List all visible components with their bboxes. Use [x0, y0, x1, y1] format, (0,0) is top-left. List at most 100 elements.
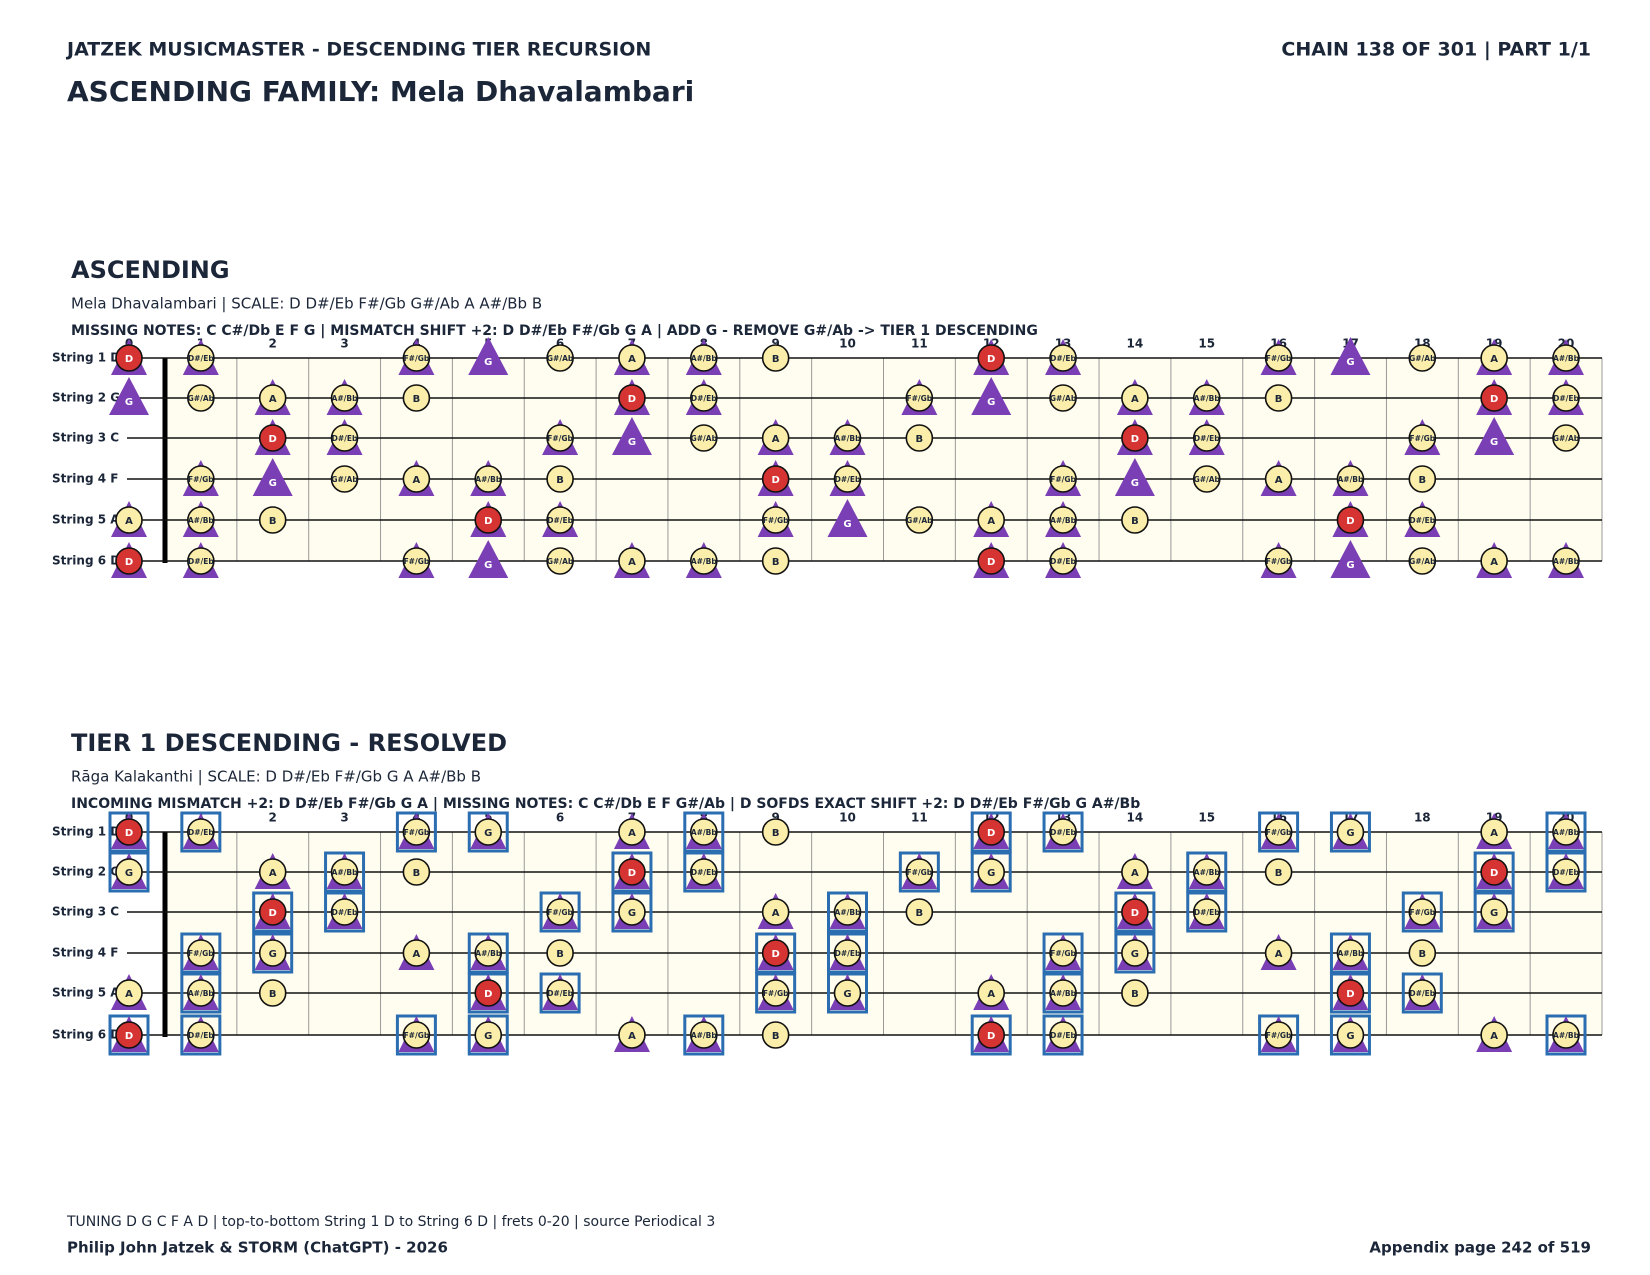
string-label: String 6 D: [52, 554, 120, 568]
note-dot: [258, 939, 287, 967]
note-dot: [1408, 547, 1437, 575]
note-label: D: [628, 868, 636, 879]
string-label: String 2 G: [52, 865, 120, 879]
string-label: String 2 G: [52, 391, 120, 405]
note-dot: [1408, 898, 1437, 926]
note-label: G: [628, 908, 636, 919]
note-label: A#/Bb: [835, 908, 862, 917]
note-label: G: [1490, 908, 1498, 919]
note-label: A: [269, 868, 277, 879]
target-triangle: [971, 377, 1012, 415]
note-label: A: [1490, 354, 1498, 365]
note-label: G: [1346, 357, 1354, 368]
note-dot: [689, 424, 718, 452]
note-dot: [977, 506, 1006, 534]
note-dot: [1192, 898, 1221, 926]
note-dot: [905, 858, 934, 886]
note-label: D: [628, 394, 636, 405]
note-dot: [1049, 506, 1077, 534]
page-title: ASCENDING FAMILY: Mela Dhavalambari: [67, 75, 694, 108]
fret-label: 11: [911, 337, 928, 351]
note-dot: [1552, 547, 1580, 575]
note-label: B: [1418, 949, 1426, 960]
note-label: A#/Bb: [1337, 949, 1364, 958]
note-label: A#/Bb: [475, 949, 502, 958]
note-dot: [977, 979, 1006, 1007]
note-label: B: [556, 475, 564, 486]
note-label: G: [1490, 437, 1498, 448]
string-label: String 1 D: [52, 825, 120, 839]
note-dot: [833, 424, 862, 452]
note-label: A: [987, 989, 995, 1000]
note-dot: [187, 465, 215, 493]
note-dot: [187, 547, 215, 575]
note-label: A: [628, 354, 636, 365]
note-label: F#/Gb: [404, 557, 430, 566]
fret-label: 3: [340, 337, 348, 351]
note-dot: [1049, 939, 1077, 967]
fret-label: 6: [556, 811, 564, 825]
note-label: D: [1490, 868, 1498, 879]
note-label: D: [987, 1031, 995, 1042]
note-dot: [1552, 1021, 1580, 1049]
note-dot: [402, 384, 431, 412]
section-subtitle: Mela Dhavalambari | SCALE: D D#/Eb F#/Gb…: [71, 295, 542, 313]
note-label: A#/Bb: [691, 354, 718, 363]
note-label: D#/Eb: [1050, 828, 1076, 837]
note-label: D#/Eb: [547, 989, 573, 998]
footer-note: TUNING D G C F A D | top-to-bottom Strin…: [66, 1214, 715, 1230]
note-label: A#/Bb: [691, 828, 718, 837]
note-label: G: [125, 397, 133, 408]
note-label: G: [1346, 1031, 1354, 1042]
note-dot: [761, 818, 790, 846]
note-label: B: [556, 949, 564, 960]
fret-label: 9: [771, 337, 779, 351]
note-dot: [1192, 465, 1221, 493]
note-label: B: [1418, 475, 1426, 486]
note-label: D: [1131, 434, 1139, 445]
note-label: F#/Gb: [1409, 434, 1435, 443]
note-dot: [1121, 858, 1149, 886]
note-label: B: [1275, 394, 1283, 405]
note-dot: [1192, 384, 1221, 412]
header-right: CHAIN 138 OF 301 | PART 1/1: [1281, 39, 1591, 61]
note-label: A: [1490, 557, 1498, 568]
note-dot: [1408, 506, 1437, 534]
target-triangle: [109, 377, 149, 415]
note-dot: [1049, 344, 1077, 372]
note-label: B: [269, 989, 277, 1000]
note-label: G: [1346, 828, 1354, 839]
note-dot: [1336, 979, 1365, 1007]
note-label: D#/Eb: [1553, 394, 1579, 403]
note-label: A#/Bb: [1050, 516, 1077, 525]
note-dot: [1049, 979, 1077, 1007]
note-dot: [330, 898, 359, 926]
string-label: String 1 D: [52, 351, 120, 365]
note-label: D: [1346, 989, 1354, 1000]
note-dot: [1049, 547, 1077, 575]
note-label: A: [413, 475, 421, 486]
fret-label: 14: [1127, 337, 1144, 351]
note-dot: [833, 939, 862, 967]
note-label: G: [1131, 478, 1139, 489]
note-label: A#/Bb: [1337, 475, 1364, 484]
note-dot: [1336, 939, 1365, 967]
note-label: A: [1490, 828, 1498, 839]
note-dot: [761, 547, 790, 575]
note-dot: [115, 858, 143, 886]
note-dot: [1336, 506, 1365, 534]
note-dot: [330, 384, 359, 412]
note-dot: [1552, 424, 1580, 452]
note-label: A: [125, 989, 133, 1000]
note-dot: [187, 344, 215, 372]
note-dot: [402, 344, 431, 372]
note-dot: [1049, 465, 1077, 493]
note-label: G: [987, 868, 995, 879]
note-label: D#/Eb: [1409, 516, 1435, 525]
note-label: G#/Ab: [1194, 475, 1221, 484]
note-dot: [761, 424, 790, 452]
note-dot: [761, 506, 790, 534]
note-label: A: [1131, 394, 1139, 405]
note-label: A: [772, 434, 780, 445]
note-label: D: [1131, 908, 1139, 919]
